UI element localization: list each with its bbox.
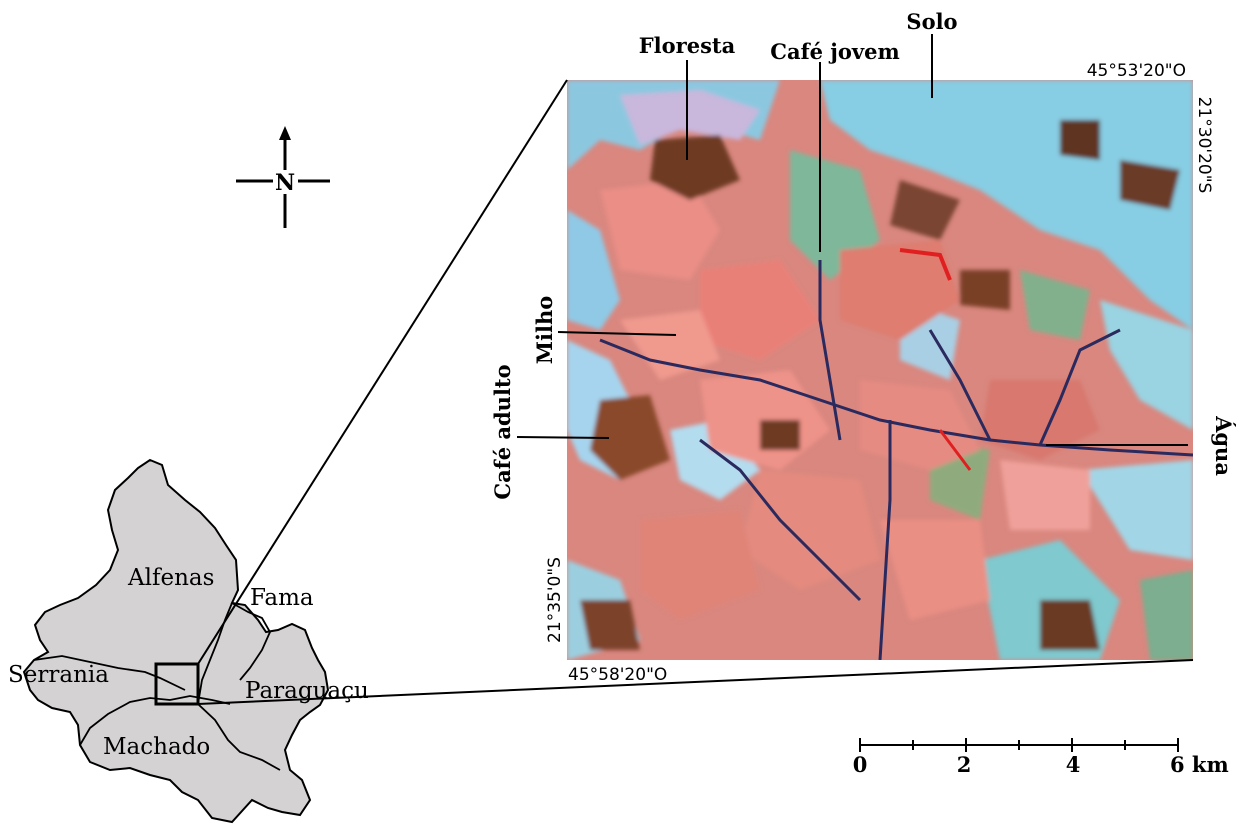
label-floresta: Floresta — [639, 33, 736, 58]
scale-label-6km: 6 km — [1170, 752, 1229, 777]
label-cafe-adulto: Café adulto — [490, 364, 515, 499]
scale-label-0: 0 — [853, 752, 868, 777]
label-agua: Água — [1211, 415, 1236, 476]
municipality-alfenas: Alfenas — [127, 565, 214, 591]
study-area-box — [154, 662, 200, 706]
municipality-fama: Fama — [250, 585, 314, 611]
scale-label-4: 4 — [1066, 752, 1081, 777]
municipality-paraguacu: Paraguaçu — [245, 678, 369, 704]
label-milho: Milho — [532, 296, 557, 364]
satellite-image — [567, 80, 1193, 660]
municipality-machado: Machado — [103, 734, 210, 760]
scale-label-2: 2 — [957, 752, 972, 777]
scale-bar — [859, 738, 1179, 752]
label-leader-lines — [516, 34, 1188, 446]
coord-left-lat: 21°35'0"S — [545, 557, 565, 643]
zoom-connector-lines — [197, 79, 1194, 705]
coord-right-lat: 21°30'20"S — [1194, 97, 1214, 194]
locator-map — [22, 458, 330, 824]
municipality-serrania: Serrania — [8, 662, 109, 688]
coord-top-right-lon: 45°53'20"O — [1087, 61, 1186, 81]
north-arrow-icon: N — [236, 126, 330, 228]
label-cafe-jovem: Café jovem — [770, 39, 899, 64]
north-label: N — [275, 170, 295, 196]
coord-bottom-left-lon: 45°58'20"O — [568, 665, 667, 685]
label-solo: Solo — [906, 9, 957, 34]
